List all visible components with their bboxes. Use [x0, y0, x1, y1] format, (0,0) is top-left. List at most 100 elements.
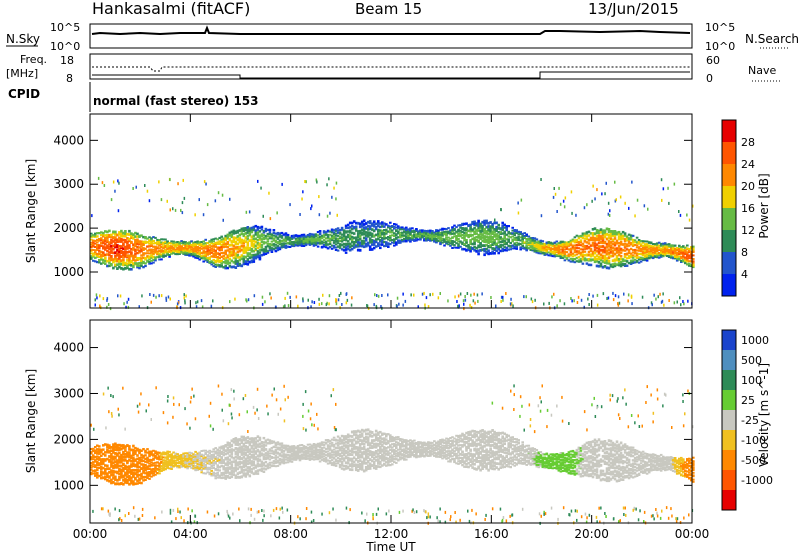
data-cell: [247, 244, 250, 247]
data-cell: [96, 235, 99, 237]
data-cell: [299, 213, 301, 216]
data-cell: [674, 183, 676, 186]
data-cell: [411, 227, 414, 229]
data-cell: [175, 209, 177, 212]
data-cell: [609, 209, 611, 212]
data-cell: [453, 244, 456, 246]
data-cell: [117, 294, 119, 297]
data-cell: [168, 256, 171, 258]
data-cell: [114, 476, 117, 479]
data-cell: [596, 188, 598, 191]
data-cell: [473, 299, 475, 302]
data-cell: [397, 297, 399, 300]
data-cell: [212, 465, 215, 467]
data-cell: [128, 451, 131, 454]
data-cell: [447, 227, 450, 229]
data-cell: [289, 296, 291, 299]
data-cell: [328, 177, 330, 180]
data-cell: [218, 191, 220, 194]
data-cell: [128, 244, 131, 247]
data-cell: [107, 297, 109, 300]
data-cell: [123, 302, 125, 305]
data-cell: [158, 472, 161, 474]
data-cell: [565, 196, 567, 199]
data-cell: [615, 294, 617, 297]
data-cell: [314, 301, 316, 304]
data-cell: [154, 259, 157, 261]
data-cell: [326, 183, 328, 186]
data-cell: [259, 437, 262, 440]
data-cell: [304, 180, 306, 183]
data-cell: [182, 211, 184, 214]
data-cell: [233, 250, 236, 253]
data-cell: [581, 299, 583, 302]
data-cell: [588, 242, 591, 245]
data-cell: [661, 199, 663, 202]
data-cell: [447, 299, 449, 302]
data-cell: [322, 294, 324, 297]
data-cell: [410, 293, 412, 296]
data-cell: [376, 294, 378, 297]
freq-tick-low: 8: [66, 72, 73, 85]
data-cell: [269, 231, 272, 233]
data-cell: [512, 305, 514, 308]
data-cell: [155, 296, 157, 299]
nave-trace: [92, 72, 690, 78]
data-cell: [634, 214, 636, 217]
data-cell: [620, 255, 623, 258]
data-cell: [154, 237, 157, 239]
data-cell: [402, 293, 404, 296]
power-ylabel: Slant Range [km]: [24, 159, 38, 263]
data-cell: [146, 448, 149, 450]
data-cell: [269, 229, 272, 231]
data-cell: [459, 246, 462, 248]
data-cell: [582, 263, 585, 265]
data-cell: [458, 295, 460, 298]
data-cell: [560, 203, 562, 206]
data-cell: [247, 446, 250, 449]
data-cell: [653, 294, 655, 297]
data-cell: [302, 297, 304, 300]
data-cell: [99, 294, 101, 297]
data-cell: [172, 207, 174, 210]
data-cell: [465, 241, 468, 243]
data-cell: [628, 207, 630, 210]
data-cell: [160, 258, 163, 260]
data-cell: [642, 296, 644, 299]
data-cell: [637, 199, 639, 202]
data-cell: [211, 305, 213, 308]
data-cell: [167, 200, 169, 203]
data-cell: [254, 294, 256, 297]
data-cell: [102, 448, 105, 451]
data-cell: [616, 198, 618, 201]
data-cell: [578, 296, 580, 299]
data-cell: [229, 300, 231, 303]
data-cell: [686, 214, 688, 217]
date-label: 13/Jun/2015: [588, 0, 679, 18]
data-cell: [96, 293, 98, 296]
data-cell: [608, 260, 611, 263]
data-cell: [636, 237, 639, 239]
data-cell: [497, 224, 500, 227]
data-cell: [284, 297, 286, 300]
y-tick-label: 4000: [53, 133, 84, 147]
data-cell: [576, 239, 579, 241]
data-cell: [194, 213, 196, 216]
data-cell: [465, 227, 468, 229]
data-cell: [204, 180, 206, 183]
data-cell: [220, 456, 223, 458]
data-cell: [379, 247, 382, 250]
data-cell: [465, 239, 468, 241]
data-cell: [477, 294, 479, 297]
data-cell: [261, 226, 264, 228]
data-cell: [114, 190, 116, 193]
data-cell: [551, 295, 553, 298]
data-cell: [510, 298, 512, 301]
data-cell: [337, 214, 339, 217]
data-cell: [582, 243, 585, 245]
data-cell: [149, 293, 151, 296]
data-cell: [389, 222, 392, 224]
data-cell: [130, 251, 133, 254]
data-cell: [259, 251, 262, 254]
